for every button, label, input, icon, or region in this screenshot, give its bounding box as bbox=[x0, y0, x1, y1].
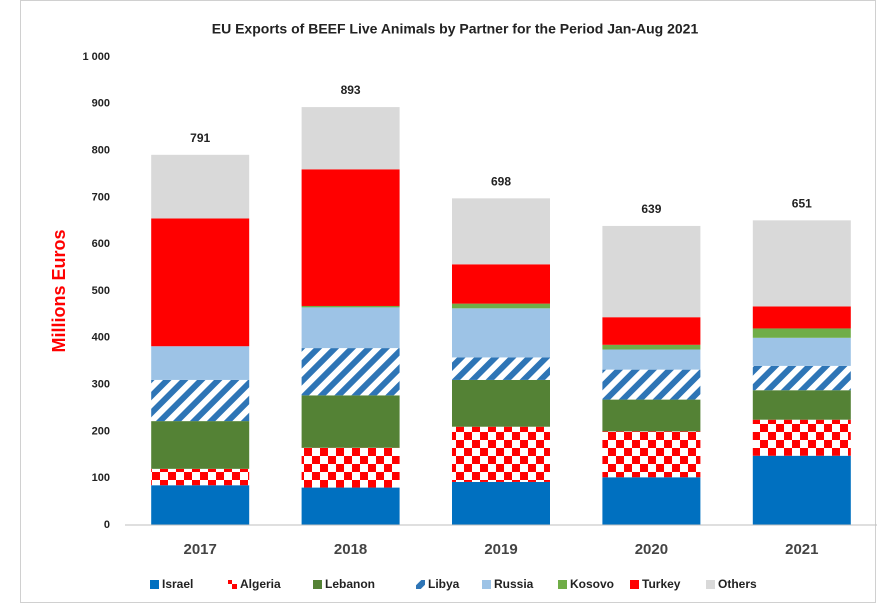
x-tick-label: 2018 bbox=[334, 541, 367, 558]
y-tick-label: 300 bbox=[92, 379, 110, 391]
legend-swatch bbox=[558, 580, 567, 589]
bar-segment bbox=[752, 306, 851, 329]
bar-segment bbox=[151, 346, 250, 380]
y-axis-label: Millions Euros bbox=[49, 229, 69, 352]
legend-label: Kosovo bbox=[570, 577, 614, 591]
bar-segment bbox=[452, 481, 550, 525]
total-label: 791 bbox=[190, 131, 210, 145]
bar-segment bbox=[602, 225, 701, 318]
y-tick-label: 700 bbox=[92, 191, 110, 203]
total-label: 893 bbox=[341, 83, 361, 97]
bar-segment bbox=[752, 455, 851, 525]
bar-segment bbox=[452, 379, 550, 427]
total-label: 651 bbox=[792, 197, 812, 211]
bar-segment bbox=[752, 390, 851, 420]
bar-segment bbox=[151, 218, 250, 347]
x-tick-label: 2020 bbox=[635, 541, 668, 558]
chart-frame bbox=[20, 0, 876, 603]
bar-segment bbox=[452, 308, 550, 358]
bar-segment bbox=[301, 487, 400, 525]
y-tick-label: 100 bbox=[92, 472, 110, 484]
legend-swatch bbox=[150, 580, 159, 589]
bar-segment bbox=[752, 419, 851, 456]
legend-label: Algeria bbox=[240, 577, 281, 591]
legend-label: Turkey bbox=[642, 577, 681, 591]
bar-segment bbox=[151, 485, 250, 525]
bar-segment bbox=[602, 317, 701, 345]
legend-label: Russia bbox=[494, 577, 534, 591]
bar-segment bbox=[602, 344, 701, 350]
x-tick-label: 2021 bbox=[785, 541, 818, 558]
y-tick-label: 200 bbox=[92, 425, 110, 437]
bar-segment bbox=[602, 431, 701, 478]
bar-segment bbox=[452, 198, 550, 265]
bar-segment bbox=[151, 468, 250, 486]
bar-segment bbox=[151, 154, 250, 219]
legend-swatch bbox=[416, 580, 425, 589]
y-tick-label: 500 bbox=[92, 285, 110, 297]
bar-segment bbox=[752, 337, 851, 366]
bar-segment bbox=[752, 220, 851, 307]
x-tick-label: 2019 bbox=[484, 541, 517, 558]
bar-segment bbox=[752, 328, 851, 338]
bar-segment bbox=[301, 107, 400, 170]
bar-segment bbox=[452, 426, 550, 482]
legend-swatch bbox=[482, 580, 491, 589]
total-label: 639 bbox=[641, 202, 661, 216]
y-tick-label: 1 000 bbox=[82, 51, 110, 63]
bar-segment bbox=[602, 477, 701, 525]
y-tick-label: 800 bbox=[92, 145, 110, 157]
bar-segment bbox=[752, 365, 851, 391]
chart-title: EU Exports of BEEF Live Animals by Partn… bbox=[212, 21, 699, 37]
bar-segment bbox=[301, 305, 400, 308]
bar-segment bbox=[452, 357, 550, 380]
legend-swatch bbox=[630, 580, 639, 589]
bar-segment bbox=[301, 348, 400, 396]
legend-swatch bbox=[706, 580, 715, 589]
bar-segment bbox=[602, 349, 701, 370]
y-tick-label: 900 bbox=[92, 98, 110, 110]
legend-label: Israel bbox=[162, 577, 193, 591]
legend-swatch bbox=[313, 580, 322, 589]
bar-segment bbox=[301, 447, 400, 488]
y-tick-label: 0 bbox=[104, 519, 110, 531]
bar-segment bbox=[452, 264, 550, 304]
bar-segment bbox=[301, 169, 400, 306]
bar-segment bbox=[301, 307, 400, 349]
bar-segment bbox=[151, 379, 250, 422]
legend-label: Lebanon bbox=[325, 577, 375, 591]
y-tick-label: 600 bbox=[92, 238, 110, 250]
bar-segment bbox=[602, 399, 701, 432]
bar-segment bbox=[301, 395, 400, 448]
bar-segment bbox=[452, 303, 550, 309]
legend-label: Others bbox=[718, 577, 757, 591]
bar-segment bbox=[151, 421, 250, 469]
x-tick-label: 2017 bbox=[184, 541, 217, 558]
total-label: 698 bbox=[491, 175, 511, 189]
bar-segment bbox=[602, 369, 701, 400]
y-tick-label: 400 bbox=[92, 332, 110, 344]
legend-label: Libya bbox=[428, 577, 460, 591]
legend-swatch bbox=[228, 580, 237, 589]
